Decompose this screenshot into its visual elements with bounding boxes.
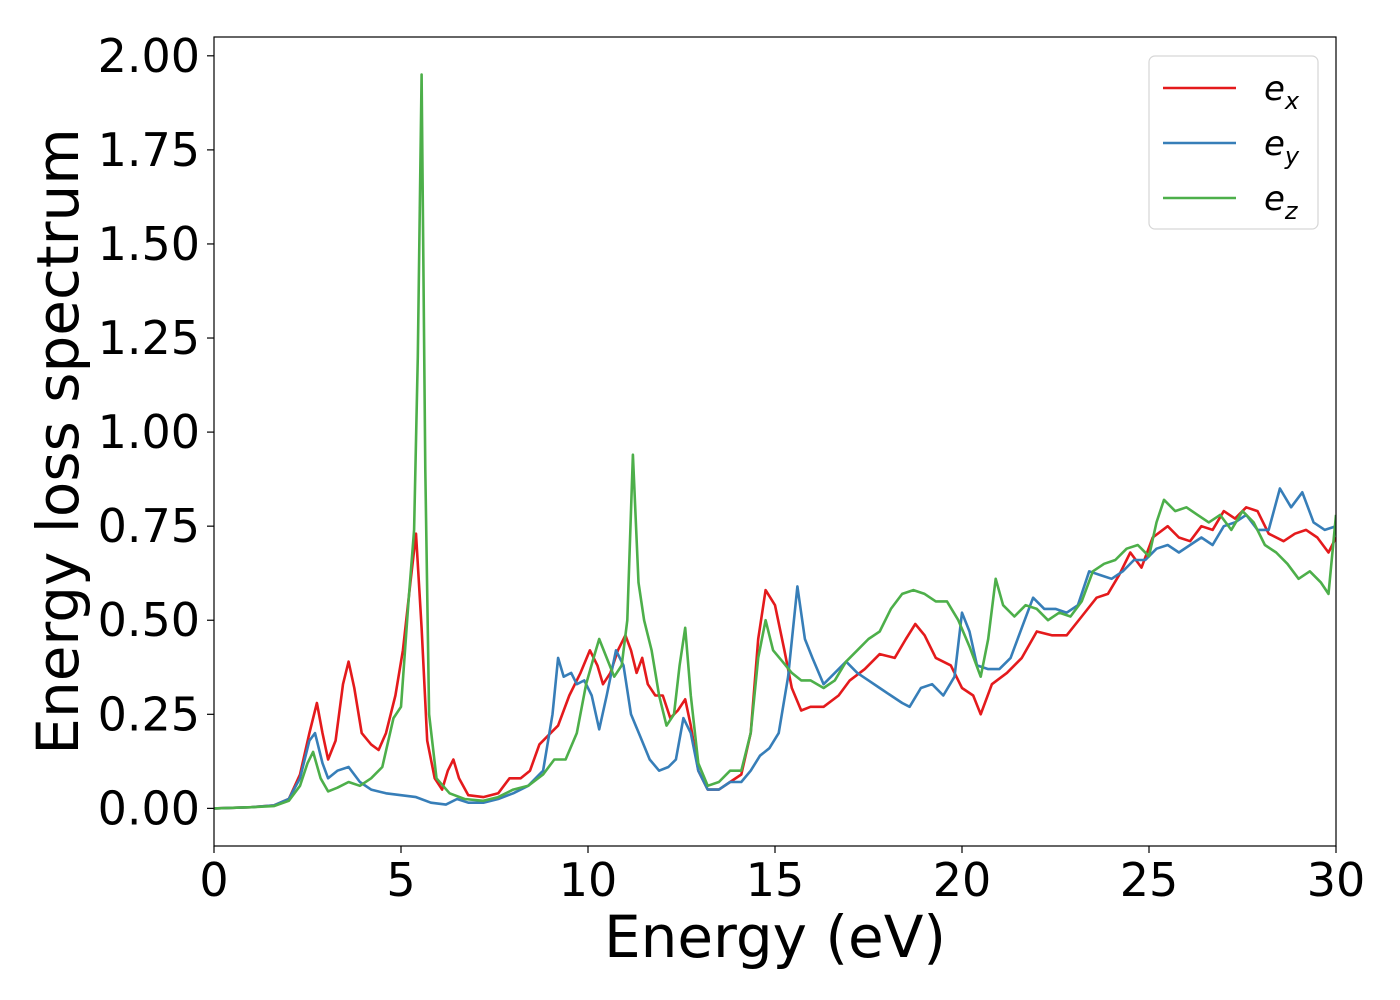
x-tick-label: 30 bbox=[1307, 853, 1366, 907]
y-tick-label: 1.25 bbox=[98, 311, 200, 365]
x-tick-label: 25 bbox=[1120, 853, 1179, 907]
y-tick-label: 0.75 bbox=[98, 499, 200, 553]
x-axis: 0 5 10 15 20 25 30 bbox=[199, 846, 1365, 907]
series-line-y bbox=[214, 487, 1336, 810]
legend-label-z: ez bbox=[1264, 179, 1299, 225]
legend: ex ey ez bbox=[1148, 55, 1319, 230]
y-axis-title: Energy loss spectrum bbox=[24, 128, 92, 754]
y-tick-label: 2.00 bbox=[98, 29, 200, 83]
x-tick-label: 5 bbox=[386, 853, 415, 907]
y-tick-label: 0.00 bbox=[98, 781, 200, 835]
series-line-z bbox=[214, 73, 1336, 810]
x-tick-label: 0 bbox=[199, 853, 228, 907]
series-layer bbox=[214, 73, 1336, 810]
y-axis: 0.00 0.25 0.50 0.75 1.00 1.25 1.50 1.75 2.00 bbox=[98, 29, 214, 835]
x-tick-label: 10 bbox=[559, 853, 618, 907]
legend-label-y: ey bbox=[1264, 124, 1300, 170]
x-tick-label: 20 bbox=[933, 853, 992, 907]
y-tick-label: 1.50 bbox=[98, 217, 200, 271]
legend-label-x: ex bbox=[1264, 69, 1300, 115]
y-tick-label: 1.00 bbox=[98, 405, 200, 459]
x-tick-label: 15 bbox=[746, 853, 805, 907]
y-tick-label: 0.50 bbox=[98, 593, 200, 647]
x-axis-title: Energy (eV) bbox=[604, 903, 946, 971]
y-tick-label: 0.25 bbox=[98, 687, 200, 741]
y-tick-label: 1.75 bbox=[98, 123, 200, 177]
